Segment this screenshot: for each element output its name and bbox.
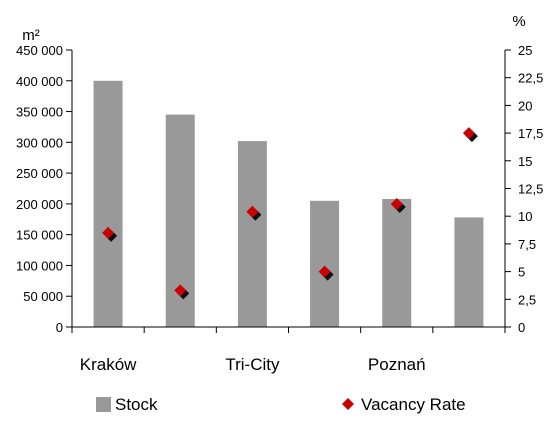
- right-tick-label: 20: [518, 98, 532, 113]
- left-tick-label: 450 000: [16, 43, 63, 58]
- category-labels: Kraków Tri-City Poznań: [80, 355, 426, 374]
- legend: Stock Vacancy Rate: [96, 395, 466, 414]
- vacancy-marker: [246, 205, 262, 221]
- left-tick-label: 350 000: [16, 105, 63, 120]
- stock-bar: [237, 141, 267, 327]
- vacancy-marker: [318, 265, 334, 281]
- legend-stock-label: Stock: [115, 395, 158, 414]
- category-label: Kraków: [80, 355, 137, 374]
- stock-bars: [93, 80, 484, 328]
- left-tick-label: 0: [56, 320, 63, 335]
- stock-bar: [93, 80, 123, 328]
- stock-bar: [310, 200, 340, 327]
- left-tick-label: 250 000: [16, 166, 63, 181]
- vacancy-marker-diamond: [318, 265, 331, 278]
- left-axis-unit: m²: [22, 27, 40, 44]
- right-tick-label: 22,5: [518, 71, 543, 86]
- vacancy-marker-diamond: [390, 198, 403, 211]
- vacancy-marker-diamond: [174, 284, 187, 297]
- left-tick-label: 150 000: [16, 228, 63, 243]
- right-axis: 0 2,5 5 7,5 10 12,5 15 17,5 20 22,5 25: [504, 43, 543, 335]
- vacancy-marker: [462, 127, 478, 143]
- vacancy-marker-diamond: [246, 205, 259, 218]
- left-tick-label: 400 000: [16, 74, 63, 89]
- right-tick-label: 25: [518, 43, 532, 58]
- left-tick-label: 100 000: [16, 258, 63, 273]
- right-axis-unit: %: [512, 13, 525, 30]
- category-label: Tri-City: [225, 355, 280, 374]
- right-tick-label: 2,5: [518, 292, 536, 307]
- vacancy-marker-diamond: [102, 226, 115, 239]
- vacancy-marker: [102, 226, 118, 242]
- right-tick-label: 5: [518, 265, 525, 280]
- right-tick-label: 0: [518, 320, 525, 335]
- right-tick-label: 17,5: [518, 126, 543, 141]
- left-axis: 0 50 000 100 000 150 000 200 000 250 000 300 0…: [16, 43, 506, 335]
- right-tick-label: 15: [518, 154, 532, 169]
- left-tick-label: 200 000: [16, 197, 63, 212]
- right-tick-label: 7,5: [518, 237, 536, 252]
- category-label: Poznań: [368, 355, 426, 374]
- left-tick-label: 300 000: [16, 135, 63, 150]
- vacancy-marker: [174, 284, 190, 300]
- stock-bar: [454, 217, 484, 327]
- stock-bar: [382, 198, 412, 327]
- right-tick-label: 10: [518, 209, 532, 224]
- vacancy-marker-diamond: [462, 127, 475, 140]
- left-tick-label: 50 000: [23, 289, 63, 304]
- vacancy-marker: [390, 198, 406, 214]
- vacancy-markers: [102, 127, 478, 300]
- right-tick-label: 12,5: [518, 182, 543, 197]
- legend-stock-swatch: [96, 397, 111, 412]
- legend-vacancy-label: Vacancy Rate: [361, 395, 466, 414]
- legend-vacancy-swatch: [342, 398, 354, 410]
